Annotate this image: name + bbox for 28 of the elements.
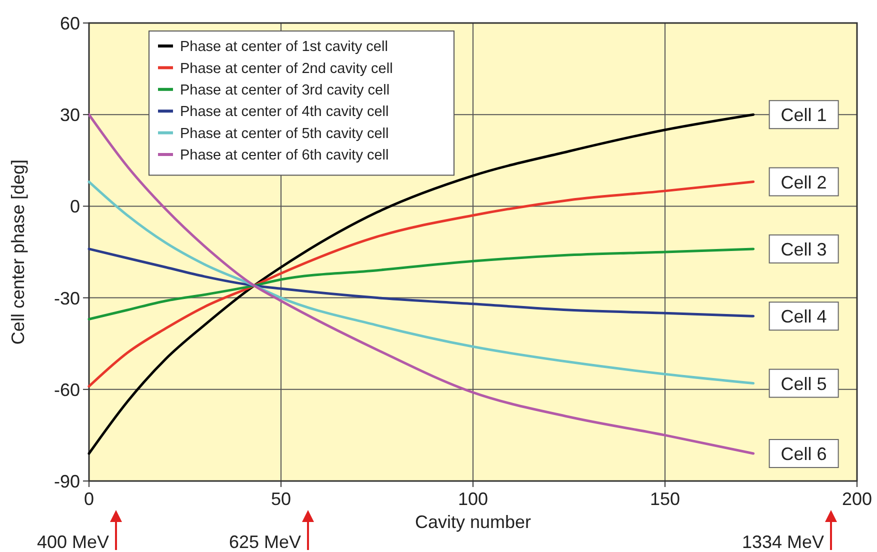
text: 625 MeV — [228, 532, 301, 552]
legend-label: Phase at center of 4th cavity cell — [180, 104, 389, 120]
x-tick-label: 50 — [270, 489, 292, 509]
text: 1334 MeV — [742, 532, 824, 552]
y-tick-label: 30 — [60, 105, 80, 126]
annotation: Cell 1 — [780, 105, 827, 126]
legend-label: Phase at center of 6th cavity cell — [180, 148, 389, 164]
annotation: Cell 3 — [780, 239, 827, 260]
x-tick-label: 150 — [650, 489, 680, 509]
y-tick-label: -60 — [54, 380, 80, 400]
legend-label: Phase at center of 2nd cavity cell — [180, 60, 393, 77]
x-axis-title: Cavity number — [414, 512, 532, 532]
text: 400 MeV — [36, 532, 109, 552]
legend-label: Phase at center of 5th cavity cell — [180, 126, 389, 142]
annotation: Cell 6 — [780, 444, 827, 464]
x-tick-label: 200 — [842, 489, 872, 509]
annotation: Cell 2 — [780, 172, 827, 192]
y-axis-title: Cell center phase [deg] — [8, 159, 28, 345]
legend-label: Phase at center of 1st cavity cell — [180, 39, 388, 56]
y-tick-label: -90 — [54, 471, 80, 492]
y-tick-label: 0 — [70, 196, 80, 217]
annotation: Cell 5 — [780, 374, 827, 394]
x-tick-label: 0 — [84, 489, 94, 509]
y-tick-label: -30 — [54, 288, 80, 308]
x-tick-label: 100 — [458, 489, 488, 509]
legend-label: Phase at center of 3rd cavity cell — [180, 82, 390, 98]
annotation: Cell 4 — [780, 306, 827, 327]
y-tick-label: 60 — [60, 13, 80, 34]
